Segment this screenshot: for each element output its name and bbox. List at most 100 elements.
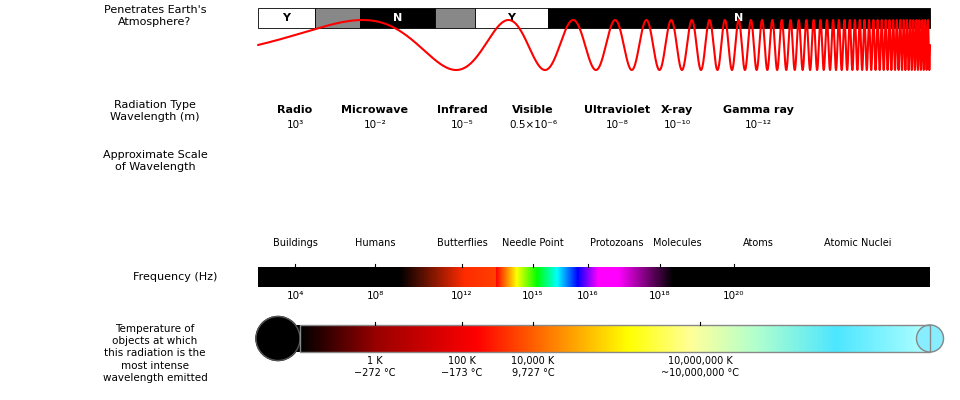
Bar	[576, 325, 578, 352]
Bar	[574, 267, 575, 287]
Bar	[414, 267, 416, 287]
Bar	[473, 325, 475, 352]
Bar	[479, 267, 480, 287]
Bar	[597, 267, 598, 287]
Bar	[687, 325, 689, 352]
Bar	[749, 325, 751, 352]
Bar	[609, 267, 610, 287]
Bar	[901, 325, 903, 352]
Bar	[808, 325, 811, 352]
Bar	[596, 267, 597, 287]
Text: 100 K
−173 °C: 100 K −173 °C	[442, 356, 483, 378]
Bar	[703, 325, 706, 352]
Bar	[829, 325, 831, 352]
Bar	[897, 325, 899, 352]
Bar	[402, 325, 404, 352]
Bar	[817, 325, 819, 352]
Bar	[578, 267, 579, 287]
Bar	[569, 325, 571, 352]
Bar	[909, 325, 912, 352]
Bar	[410, 267, 411, 287]
Bar	[456, 325, 458, 352]
Bar	[651, 267, 652, 287]
Bar	[475, 267, 477, 287]
Bar	[439, 325, 441, 352]
Bar	[638, 325, 640, 352]
Bar	[343, 325, 345, 352]
Bar	[474, 267, 475, 287]
Bar	[415, 325, 417, 352]
Bar	[468, 325, 470, 352]
Bar	[579, 325, 581, 352]
Bar	[543, 267, 545, 287]
Bar	[507, 267, 508, 287]
Bar	[570, 267, 571, 287]
Bar	[555, 325, 557, 352]
Bar	[635, 267, 636, 287]
Bar	[495, 325, 497, 352]
Bar	[705, 325, 707, 352]
Bar	[847, 325, 849, 352]
Bar	[522, 325, 524, 352]
Bar	[569, 267, 570, 287]
Bar	[580, 267, 581, 287]
Bar	[409, 267, 410, 287]
Bar	[417, 267, 418, 287]
Text: 10,000,000 K
~10,000,000 °C: 10,000,000 K ~10,000,000 °C	[661, 356, 739, 378]
Bar	[559, 325, 561, 352]
Bar	[504, 267, 505, 287]
Bar	[514, 267, 515, 287]
Bar	[429, 267, 430, 287]
Bar	[510, 325, 512, 352]
Bar	[542, 325, 544, 352]
Bar	[557, 267, 558, 287]
Bar	[664, 267, 665, 287]
Bar	[462, 267, 463, 287]
Bar	[522, 267, 523, 287]
Bar	[654, 267, 655, 287]
Bar	[338, 325, 340, 352]
Bar	[607, 325, 610, 352]
Bar	[756, 325, 758, 352]
Bar	[328, 325, 330, 352]
Bar	[548, 8, 930, 28]
Bar	[379, 325, 381, 352]
Bar	[392, 325, 394, 352]
Bar	[589, 267, 590, 287]
Bar	[496, 267, 497, 287]
Bar	[492, 267, 494, 287]
Bar	[511, 325, 514, 352]
Bar	[319, 325, 321, 352]
Bar	[628, 267, 629, 287]
Bar	[589, 325, 592, 352]
Bar	[563, 267, 564, 287]
Bar	[523, 267, 524, 287]
Bar	[476, 267, 477, 287]
Bar	[460, 267, 461, 287]
Bar	[793, 325, 795, 352]
Bar	[580, 267, 581, 287]
Bar	[658, 325, 660, 352]
Bar	[678, 325, 680, 352]
Bar	[383, 325, 386, 352]
Bar	[608, 267, 609, 287]
Bar	[865, 325, 868, 352]
Bar	[694, 325, 696, 352]
Bar	[500, 325, 502, 352]
Bar	[548, 267, 549, 287]
Bar	[631, 325, 633, 352]
Bar	[527, 325, 529, 352]
Text: 10⁴: 10⁴	[286, 291, 303, 301]
Bar	[567, 267, 568, 287]
Bar	[872, 325, 874, 352]
Bar	[730, 325, 732, 352]
Bar	[461, 267, 462, 287]
Bar	[432, 325, 434, 352]
Bar	[388, 325, 391, 352]
Bar	[649, 267, 650, 287]
Bar	[531, 267, 532, 287]
Bar	[541, 267, 542, 287]
Bar	[490, 267, 491, 287]
Bar	[825, 325, 827, 352]
Bar	[845, 325, 847, 352]
